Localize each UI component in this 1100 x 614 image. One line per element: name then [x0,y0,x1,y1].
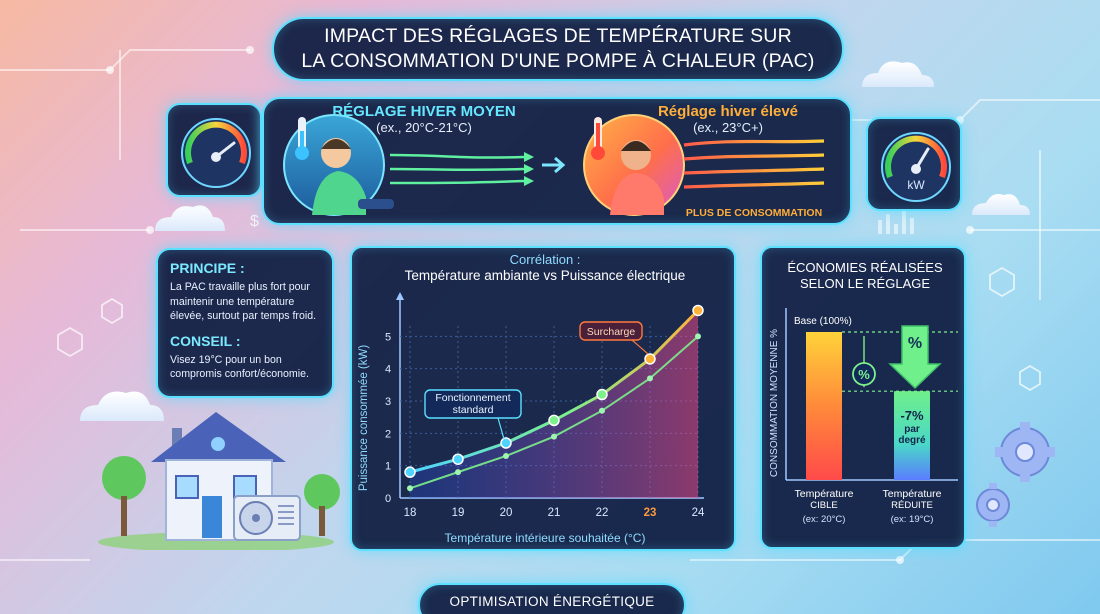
data-point-series-1 [548,414,560,427]
data-point-series-2 [503,452,509,459]
mini-bars-decoration [878,210,914,234]
y-tick-label: 4 [385,364,391,376]
x-tick-label: 18 [404,507,417,519]
hexagon-decoration [57,266,1041,392]
data-point-series-2 [647,375,653,382]
data-point-series-1 [452,453,464,465]
y-tick-label: 1 [385,461,391,473]
chart-title: Corrélation : [510,252,581,267]
scenario-illustration: Réglage hiver moyen (ex., 20°C-21°C) Rég… [283,103,825,219]
y-tick-label: 5 [385,331,391,343]
annotation-overload: Surcharge [587,326,636,338]
data-point-series-2 [599,407,605,414]
scenario-high-range: (ex., 23°C+) [693,120,763,135]
savings-bar-example: (ex: 19°C) [891,514,934,525]
chart-subtitle: Température ambiante vs Puissance électr… [405,268,686,283]
svg-text:%: % [908,335,922,352]
data-point-series-1 [500,437,512,449]
footer-label: OPTIMISATION ÉNERGÉTIQUE [449,594,655,609]
savings-title-line-2: SELON LE RÉGLAGE [800,276,930,291]
scenario-moderate-title: Réglage hiver moyen [332,103,515,120]
savings-title-line-1: ÉCONOMIES RÉALISÉES [787,260,943,275]
scenario-high-title: Réglage hiver élevé [658,103,798,120]
data-point-series-1 [644,353,656,365]
annotation-standard-box [424,389,522,419]
x-tick-label: 21 [548,507,561,519]
reduction-unit: degré [898,435,926,446]
data-point-series-2 [407,485,413,492]
savings-y-axis-label: CONSOMMATION MOYENNE % [769,329,780,477]
annotation-overload-box [579,321,643,341]
savings-bar-example: (ex: 20°C) [803,514,846,525]
savings-bar-label: CIBLE [810,500,837,511]
reduction-unit: par [904,424,920,435]
annotation-standard: Fonctionnement standard [435,392,510,416]
y-tick-label: 2 [385,428,391,440]
data-point-series-1 [692,304,704,317]
correlation-chart: Corrélation : Température ambiante vs Pu… [358,252,705,545]
gauge-left [166,103,262,197]
speedometer-icon [181,118,251,188]
savings-bar-label: Température [883,488,942,500]
main-title: IMPACT DES RÉGLAGES DE TEMPÉRATURE SUR L… [272,17,844,81]
savings-panel: ÉCONOMIES RÉALISÉES SELON LE RÉGLAGE CON… [760,246,966,549]
tree-icon [102,456,146,500]
savings-bar-label: Température [795,488,854,500]
x-tick-label: 19 [452,507,465,519]
title-line-1: IMPACT DES RÉGLAGES DE TEMPÉRATURE SUR [324,25,792,47]
data-point-series-2 [695,333,701,340]
principle-text: La PAC travaille plus fort pour mainteni… [170,281,317,322]
data-point-series-1 [596,388,608,401]
advice-text: Visez 19°C pour un bon compromis confort… [170,353,309,381]
principle-panel: PRINCIPE : La PAC travaille plus fort po… [156,248,334,398]
data-point-series-1 [404,466,416,478]
advice-heading: CONSEIL : [170,332,241,349]
y-tick-label: 0 [385,493,391,505]
savings-chart: ÉCONOMIES RÉALISÉES SELON LE RÉGLAGE CON… [769,260,958,525]
x-tick-label: 23 [644,507,657,519]
data-point-series-2 [455,469,461,476]
savings-bar [894,391,930,480]
footer-bar: OPTIMISATION ÉNERGÉTIQUE [418,583,686,614]
x-axis-label: Température intérieure souhaitée (°C) [445,531,646,545]
energy-flow-high [683,139,825,189]
x-tick-label: 20 [500,507,513,519]
power-gauge-icon: kW [881,132,951,202]
data-point-series-2 [551,433,557,440]
savings-bar [806,332,842,480]
gauge-right: kW [866,117,962,211]
transition-arrow-icon [542,156,566,174]
savings-base-label: Base (100%) [794,316,852,327]
scenario-moderate-range: (ex., 20°C-21°C) [376,120,472,135]
reduction-arrow-icon [888,325,942,390]
x-tick-label: 22 [596,507,609,519]
gear-icon [976,427,1050,522]
savings-bar-label: RÉDUITE [891,500,933,511]
person-body [312,171,366,215]
y-axis-label: Puissance consommée (kW) [358,345,370,492]
scenario-banner: Réglage hiver moyen (ex., 20°C-21°C) Rég… [262,97,852,225]
reduction-value: -7% [900,408,924,423]
cloud-icon [80,61,1030,421]
gear-teeth [989,422,1055,527]
percent-badge [852,362,876,386]
y-tick-label: 3 [385,396,391,408]
correlation-chart-panel: Corrélation : Température ambiante vs Pu… [350,246,736,551]
gauge-unit-label: kW [907,178,925,192]
energy-flow-low [389,153,525,185]
x-tick-label: 24 [692,507,705,519]
house-illustration [98,412,340,550]
dollar-icon: $ [250,213,259,230]
scenario-high-note: PLUS DE CONSOMMATION [686,207,822,219]
svg-text:%: % [858,367,870,382]
principle-heading: PRINCIPE : [170,260,245,276]
tree-icon [304,474,340,510]
title-line-2: LA CONSOMMATION D'UNE POMPE À CHALEUR (P… [301,50,815,72]
